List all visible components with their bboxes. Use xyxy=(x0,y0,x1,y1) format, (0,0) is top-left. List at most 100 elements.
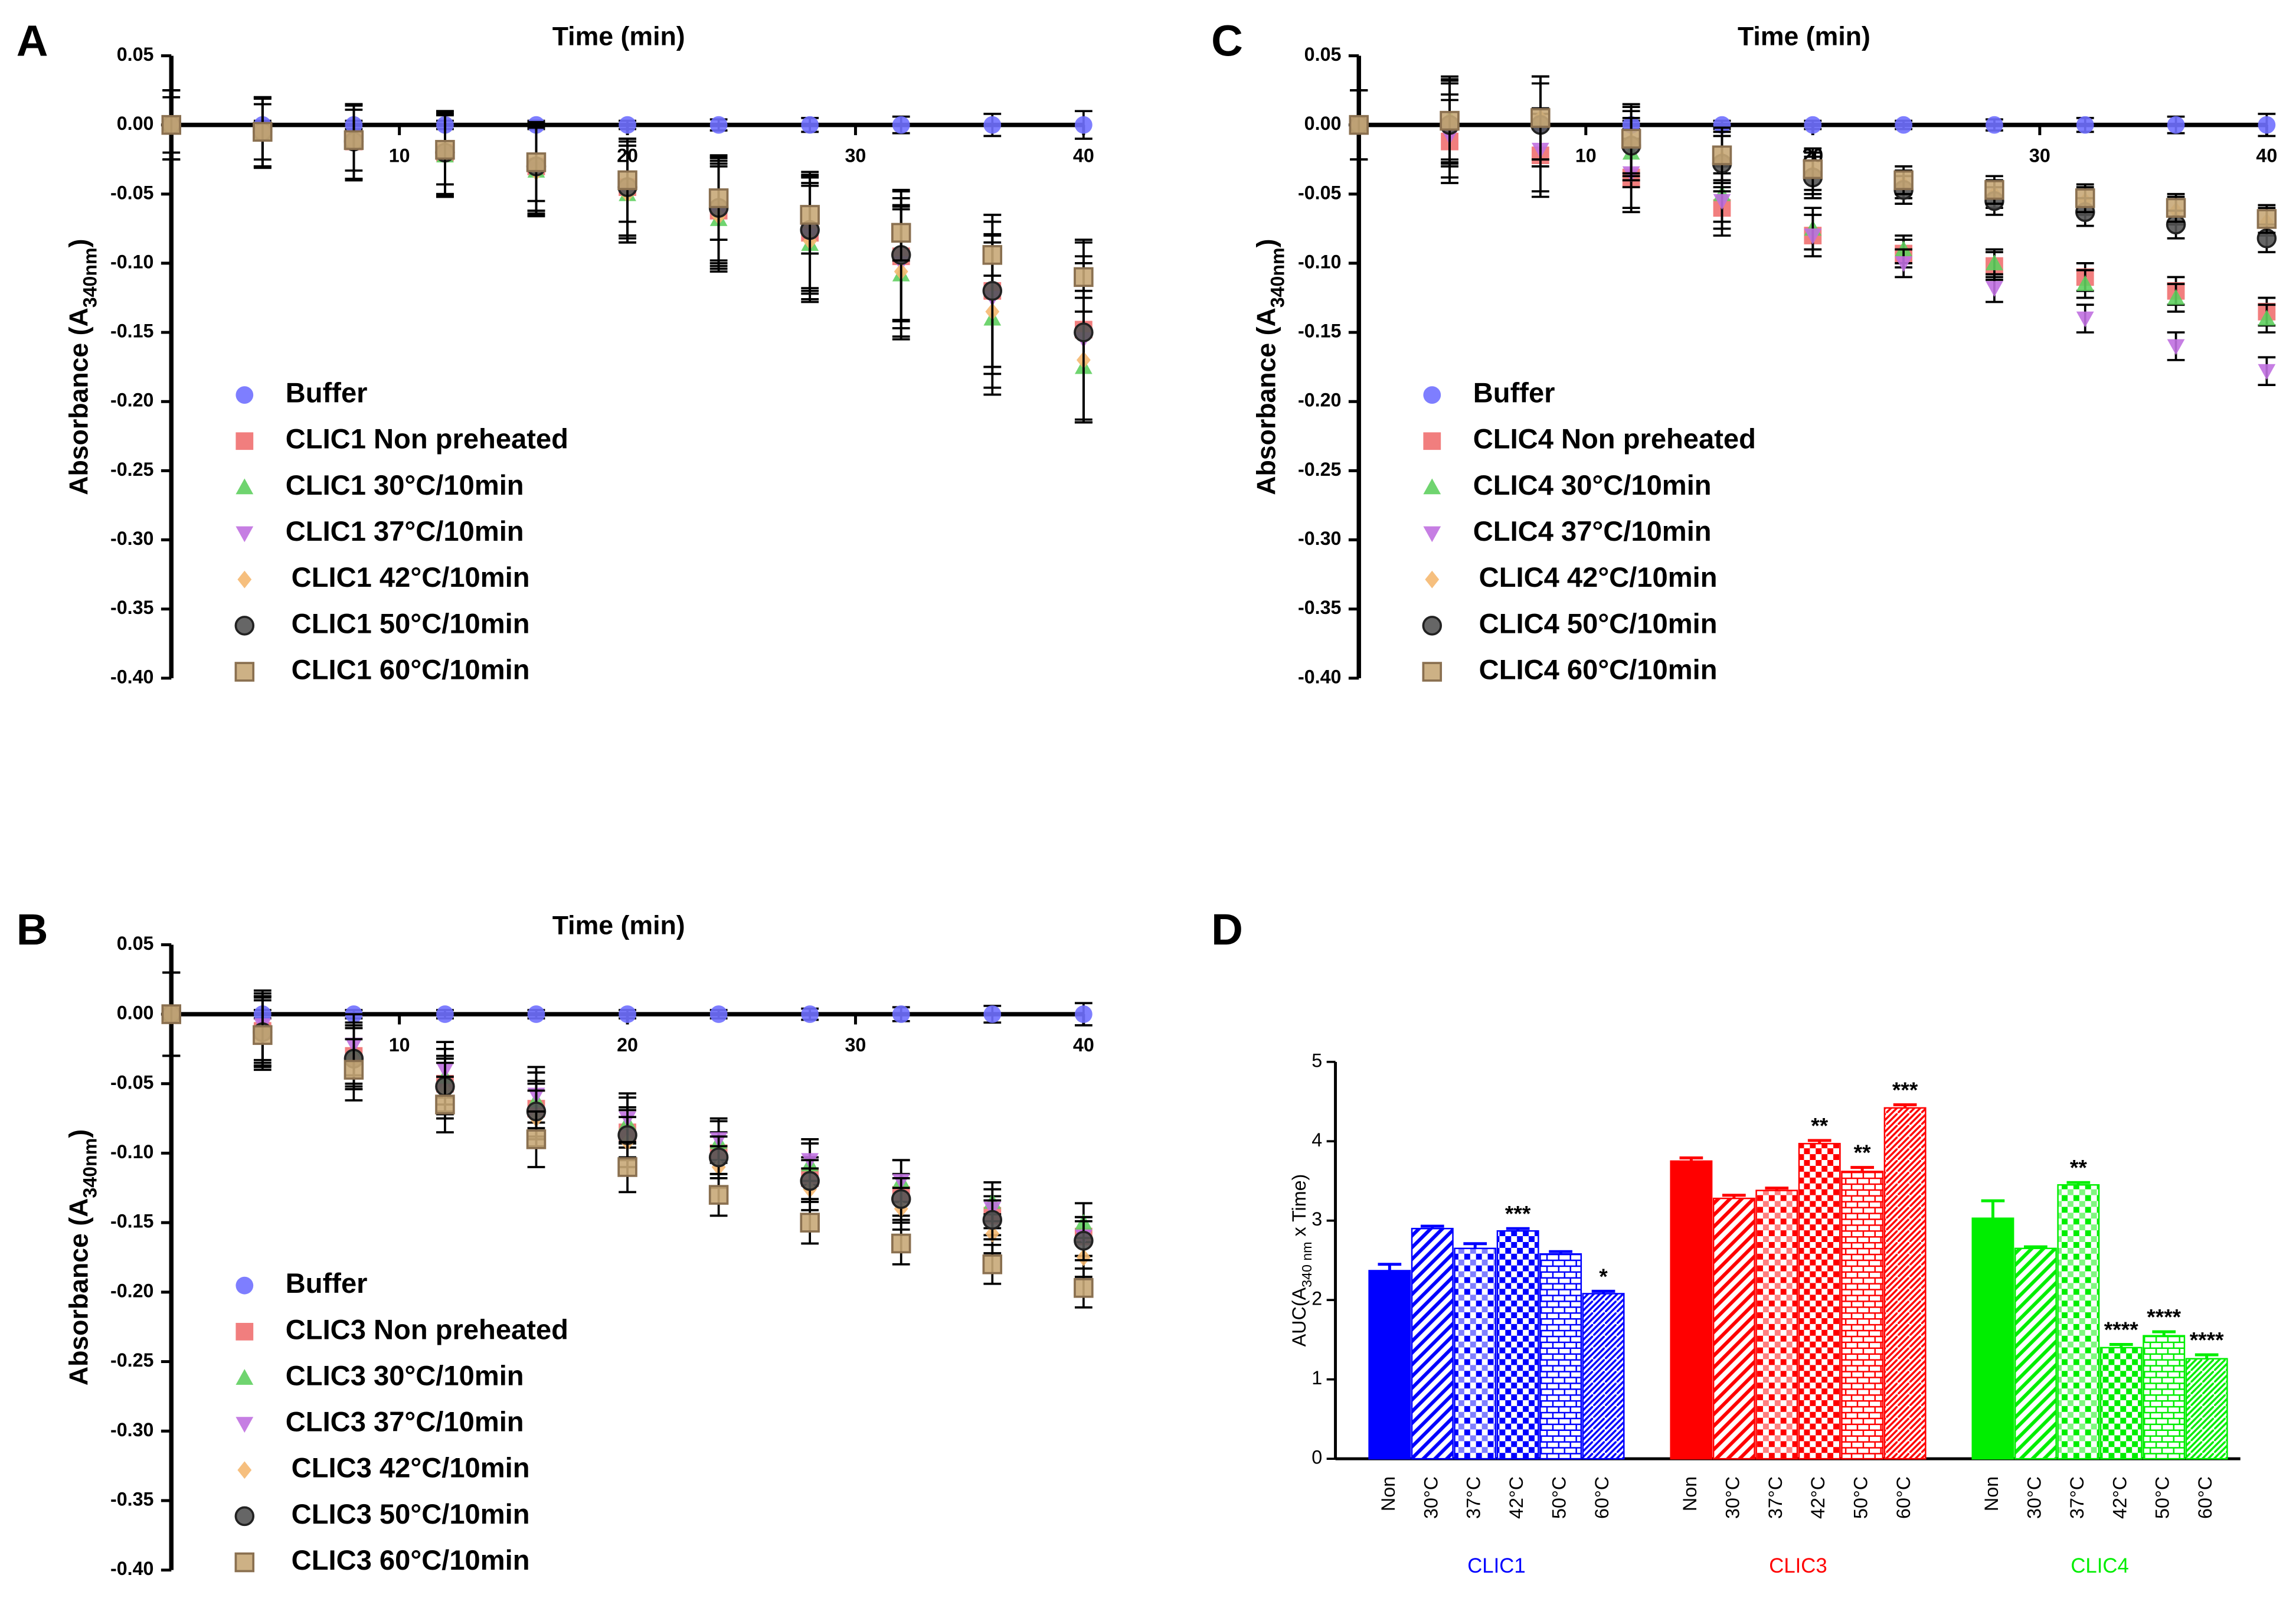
bar xyxy=(1411,1227,1454,1460)
marker xyxy=(1074,1278,1094,1298)
error-bar xyxy=(2109,1343,2133,1348)
x-axis-label: Time (min) xyxy=(552,22,685,51)
x-tick-label: Non xyxy=(1981,1476,2002,1511)
legend-marker xyxy=(234,1552,255,1573)
legend-label: CLIC3 30°C/10min xyxy=(286,1360,524,1391)
panel-label: D xyxy=(1211,905,1243,954)
marker xyxy=(800,1171,820,1191)
marker xyxy=(1713,194,1731,210)
bar xyxy=(1582,1293,1625,1460)
panel-label: C xyxy=(1211,16,1243,65)
marker xyxy=(708,1147,729,1168)
marker xyxy=(892,116,910,134)
y-tick-label: -0.40 xyxy=(1298,666,1342,687)
legend-label: CLIC1 Non preheated xyxy=(286,423,568,455)
marker xyxy=(1803,159,1823,179)
y-tick-label: 0.00 xyxy=(117,1002,154,1024)
x-tick-label: 42°C xyxy=(1506,1476,1527,1519)
marker xyxy=(526,152,547,172)
marker xyxy=(2167,339,2185,355)
group-label: CLIC3 xyxy=(1769,1555,1827,1577)
marker xyxy=(708,1185,729,1205)
y-axis-label-part: ) xyxy=(64,1129,93,1138)
error-bar xyxy=(1981,1199,2005,1218)
x-tick-label: 60°C xyxy=(1591,1476,1613,1519)
error-bar xyxy=(1893,1103,1917,1108)
legend-marker xyxy=(237,570,252,589)
y-tick-label: 0 xyxy=(1311,1447,1322,1468)
marker xyxy=(2076,275,2094,291)
bar xyxy=(1971,1217,2014,1460)
significance: **** xyxy=(2190,1327,2224,1352)
x-tick-label: 60°C xyxy=(1893,1476,1914,1519)
error-bar xyxy=(2152,1330,2176,1336)
marker xyxy=(1895,256,1913,272)
marker xyxy=(2166,198,2186,218)
marker xyxy=(1440,110,1460,131)
marker xyxy=(2256,209,2277,229)
y-tick-label: 5 xyxy=(1311,1050,1322,1071)
legend-label: CLIC1 42°C/10min xyxy=(292,561,530,593)
legend-label: CLIC1 37°C/10min xyxy=(286,515,524,547)
x-tick-label: 40 xyxy=(2256,145,2277,166)
marker xyxy=(1530,108,1551,128)
marker xyxy=(708,188,729,208)
legend-label: CLIC3 42°C/10min xyxy=(292,1452,530,1483)
y-axis-label-part: 340nm xyxy=(1267,247,1288,308)
y-tick-label: 1 xyxy=(1311,1367,1322,1388)
y-tick-label: 0.05 xyxy=(117,44,154,65)
y-axis-label-part: Absorbance (A xyxy=(64,308,93,495)
legend-marker xyxy=(237,1461,252,1479)
marker xyxy=(801,1005,819,1023)
marker xyxy=(617,170,637,191)
significance: ** xyxy=(1854,1140,1871,1165)
marker xyxy=(1986,281,2003,297)
marker xyxy=(2076,116,2094,134)
legend-label: Buffer xyxy=(286,1267,368,1299)
error-bar xyxy=(1506,1227,1530,1231)
legend-label: CLIC4 60°C/10min xyxy=(1479,653,1718,685)
legend-marker xyxy=(236,1276,254,1295)
y-axis-label-part: ) xyxy=(1252,239,1281,248)
y-tick-label: -0.30 xyxy=(110,1419,154,1440)
marker xyxy=(1895,116,1913,134)
legend-label: CLIC3 60°C/10min xyxy=(292,1544,530,1576)
y-tick-label: -0.10 xyxy=(110,1141,154,1162)
marker xyxy=(982,1254,1003,1275)
legend-marker xyxy=(236,386,254,404)
marker xyxy=(253,122,273,142)
marker xyxy=(2167,116,2185,134)
x-tick-label: 10 xyxy=(389,1034,410,1055)
legend-marker xyxy=(234,662,255,682)
error-bar xyxy=(1549,1250,1572,1254)
y-axis-label: AUC(A340 nm x Time) xyxy=(1288,1174,1315,1347)
marker xyxy=(1804,228,1822,244)
x-axis-label: Time (min) xyxy=(552,911,685,940)
legend-marker xyxy=(1423,432,1441,450)
legend-label: CLIC3 Non preheated xyxy=(286,1313,568,1345)
y-tick-label: -0.15 xyxy=(110,1211,154,1232)
marker xyxy=(435,140,455,160)
marker xyxy=(526,1129,547,1149)
marker xyxy=(161,1004,182,1024)
x-tick-label: 37°C xyxy=(1463,1476,1484,1519)
x-tick-label: 50°C xyxy=(2152,1476,2173,1519)
marker xyxy=(1074,267,1094,287)
y-tick-label: -0.05 xyxy=(110,1071,154,1093)
y-tick-label: -0.15 xyxy=(110,321,154,342)
marker xyxy=(801,116,819,134)
y-axis-label-part: AUC(A xyxy=(1288,1287,1310,1347)
y-tick-label: 0.00 xyxy=(1304,113,1342,134)
y-tick-label: 3 xyxy=(1311,1208,1322,1230)
legend-label: CLIC3 37°C/10min xyxy=(286,1406,524,1437)
legend-label: Buffer xyxy=(1473,377,1555,409)
x-tick-label: 50°C xyxy=(1549,1476,1570,1519)
marker xyxy=(1074,1231,1094,1251)
y-tick-label: 0.05 xyxy=(117,933,154,954)
legend-marker xyxy=(1422,616,1443,636)
bar xyxy=(1712,1197,1755,1460)
significance: *** xyxy=(1892,1077,1918,1102)
marker xyxy=(619,116,636,134)
